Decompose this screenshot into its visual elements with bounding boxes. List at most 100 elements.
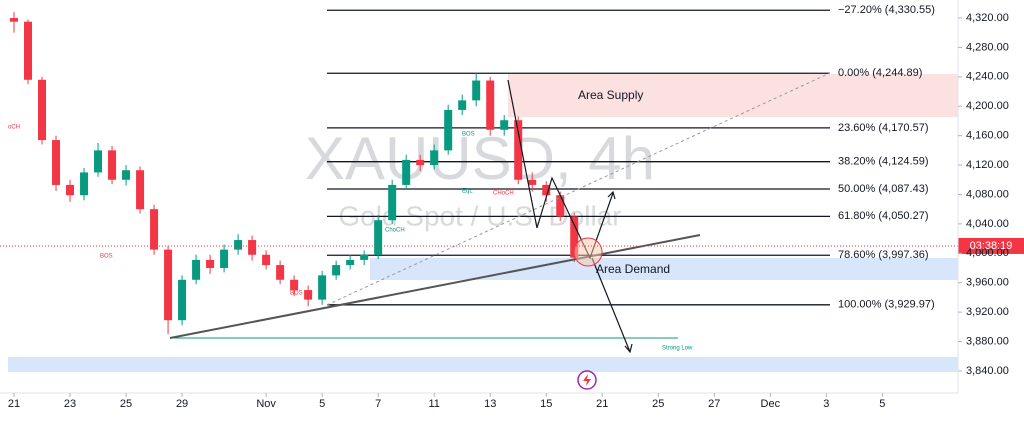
- candles: [10, 12, 579, 335]
- y-tick-label: 3,840.00: [966, 365, 1009, 377]
- y-tick-label: 4,080.00: [966, 188, 1009, 200]
- annotation: oCH: [8, 125, 20, 131]
- fib-label: 61.80% (4,050.27): [838, 210, 929, 222]
- candle-body: [262, 254, 271, 266]
- y-tick-label: 4,160.00: [966, 130, 1009, 142]
- fib-label: 78.60% (3,997.36): [838, 249, 929, 261]
- y-tick-label: 4,280.00: [966, 41, 1009, 53]
- candle-body: [276, 265, 285, 280]
- x-tick-label: 27: [708, 398, 720, 410]
- candle-body: [318, 275, 327, 300]
- candle-body: [542, 184, 551, 196]
- candle-body: [220, 249, 229, 269]
- highlight-circle: [573, 237, 603, 267]
- x-tick-label: Nov: [256, 398, 276, 410]
- fib-label: 23.60% (4,170.57): [838, 122, 929, 134]
- demand-zone: [370, 258, 958, 280]
- arrow-head: [624, 343, 633, 354]
- candle-body: [486, 80, 495, 130]
- candle-body: [402, 159, 411, 185]
- fib-levels: −27.20% (4,330.55) 0.00% (4,244.89) 23.60%…: [327, 4, 935, 311]
- arrow-head: [607, 190, 616, 200]
- zone-label: Area Demand: [596, 262, 670, 276]
- x-tick-label: 3: [823, 398, 829, 410]
- watermark-title: XAUUSD, 4h: [305, 125, 655, 192]
- countdown-tag: [958, 237, 1024, 254]
- y-tick-label: 4,320.00: [966, 12, 1009, 24]
- candle-body: [94, 150, 103, 173]
- fib-label: 38.20% (4,124.59): [838, 156, 929, 168]
- x-tick-label: 5: [319, 398, 325, 410]
- y-tick-label: 4,120.00: [966, 159, 1009, 171]
- x-tick-label: 13: [484, 398, 496, 410]
- fib-label: 100.00% (3,929.97): [838, 299, 935, 311]
- x-tick-label: 25: [120, 398, 132, 410]
- trend-line: [169, 234, 701, 339]
- arrow-path: [507, 79, 614, 260]
- candle-body: [556, 195, 565, 217]
- candle-body: [10, 18, 19, 22]
- watermark: XAUUSD, 4h Gold Spot / U.S. Dollar: [305, 125, 655, 232]
- x-tick-label: Dec: [761, 398, 781, 410]
- annotation: EqL: [462, 189, 473, 195]
- candle-body: [346, 259, 355, 266]
- x-tick-label: 7: [375, 398, 381, 410]
- fib-trend: [326, 72, 831, 306]
- fib-label: 0.00% (4,244.89): [838, 67, 922, 79]
- candle-body: [500, 120, 509, 130]
- candle-body: [374, 220, 383, 255]
- candle-body: [234, 240, 243, 250]
- candle-body: [416, 159, 425, 166]
- y-tick-label: 3,920.00: [966, 306, 1009, 318]
- candle-body: [206, 259, 215, 269]
- x-tick-label: 21: [596, 398, 608, 410]
- candle-body: [514, 120, 523, 180]
- y-tick-label: 4,200.00: [966, 100, 1009, 112]
- supply-zone: [508, 74, 958, 117]
- x-tick-label: 23: [64, 398, 76, 410]
- candle-body: [570, 216, 579, 258]
- y-tick-label: 3,960.00: [966, 277, 1009, 289]
- candle-body: [80, 172, 89, 196]
- arrow-path: [591, 257, 631, 353]
- y-tick-label: 4,040.00: [966, 218, 1009, 230]
- fib-label: −27.20% (4,330.55): [838, 4, 935, 16]
- candle-body: [150, 209, 159, 250]
- candle-body: [192, 259, 201, 280]
- annotation: Strong Low: [662, 346, 693, 352]
- candle-body: [332, 265, 341, 276]
- event-icon-bolt: [583, 374, 591, 386]
- x-tick-label: 15: [540, 398, 552, 410]
- x-tick-label: 11: [428, 398, 439, 410]
- y-tick-label: 4,000.00: [966, 247, 1009, 259]
- candle-body: [108, 150, 117, 180]
- axes: 3,840.00 3,880.00 3,920.00 3,960.00 4,000.00…: [8, 12, 1009, 410]
- x-tick-label: 29: [176, 398, 188, 410]
- annotation: CHoCH: [493, 191, 514, 197]
- x-tick-label: 21: [8, 398, 20, 410]
- candle-body: [444, 109, 453, 151]
- candle-body: [178, 279, 187, 321]
- candle-body: [304, 290, 313, 300]
- candle-body: [248, 240, 257, 255]
- annotation: ChoCH: [385, 228, 405, 234]
- candle-body: [24, 21, 33, 80]
- candle-body: [66, 184, 75, 196]
- annotation: BOS: [100, 254, 113, 260]
- fib-label: 50.00% (4,087.43): [838, 183, 929, 195]
- candle-body: [360, 254, 369, 260]
- candle-body: [388, 184, 397, 221]
- annotation: BOS: [462, 132, 475, 138]
- candle-body: [52, 140, 61, 185]
- x-tick-label: 5: [879, 398, 885, 410]
- countdown: 03:38:19: [970, 240, 1013, 252]
- candle-body: [136, 170, 145, 210]
- candle-body: [122, 170, 131, 180]
- candle-body: [458, 100, 467, 110]
- candle-body: [430, 150, 439, 166]
- candle-body: [38, 79, 47, 141]
- candle-body: [528, 179, 537, 185]
- candle-body: [290, 279, 299, 291]
